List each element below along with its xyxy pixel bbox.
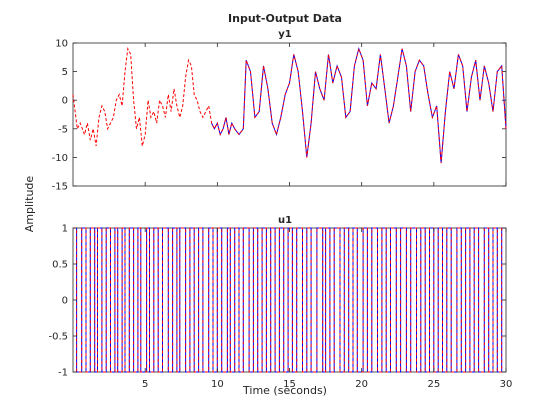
bottom-y-tick-label: -1 [58, 368, 68, 379]
y-axis-label: Amplitude [23, 176, 36, 233]
bottom-x-tick-label: 10 [211, 379, 224, 390]
top-y-tick-label: -15 [52, 182, 68, 193]
top-axes-frame [72, 42, 507, 187]
bottom-y-tick-label: -0.5 [48, 332, 68, 343]
top-y-tick-label: -10 [52, 153, 68, 164]
bottom-x-tick-label: 25 [427, 379, 440, 390]
top-axes-ticks: -15 -10 -5 0 5 10 [52, 39, 507, 193]
top-series-dashed-line [72, 47, 507, 164]
bottom-x-tick-label: 5 [142, 379, 148, 390]
bottom-y-tick-label: 0.5 [52, 260, 68, 271]
top-y-tick-label: 5 [62, 67, 68, 78]
top-axes: -15 -10 -5 0 5 10 [52, 39, 507, 193]
bottom-axes-title: u1 [278, 215, 292, 226]
top-y-tick-label: -5 [58, 124, 68, 135]
bottom-y-tick-label: 0 [62, 296, 68, 307]
bottom-axes: -1-0.500.515 10 15 20 25 30 [48, 224, 512, 391]
bottom-y-tick-label: 1 [62, 224, 68, 235]
top-axes-title: y1 [278, 29, 292, 40]
figure-title: Input-Output Data [228, 12, 342, 25]
bottom-x-tick-label: 15 [283, 379, 296, 390]
top-y-tick-label: 0 [62, 96, 68, 107]
bottom-x-tick-label: 30 [500, 379, 513, 390]
bottom-series-dashed-line [73, 227, 506, 373]
x-axis-label: Time (seconds) [242, 384, 327, 397]
top-axes-series [72, 47, 507, 164]
bottom-x-tick-label: 20 [355, 379, 368, 390]
bottom-axes-ticks: -1-0.500.515 10 15 20 25 30 [48, 224, 512, 391]
top-y-tick-label: 10 [55, 39, 68, 50]
bottom-axes-series [73, 227, 506, 373]
